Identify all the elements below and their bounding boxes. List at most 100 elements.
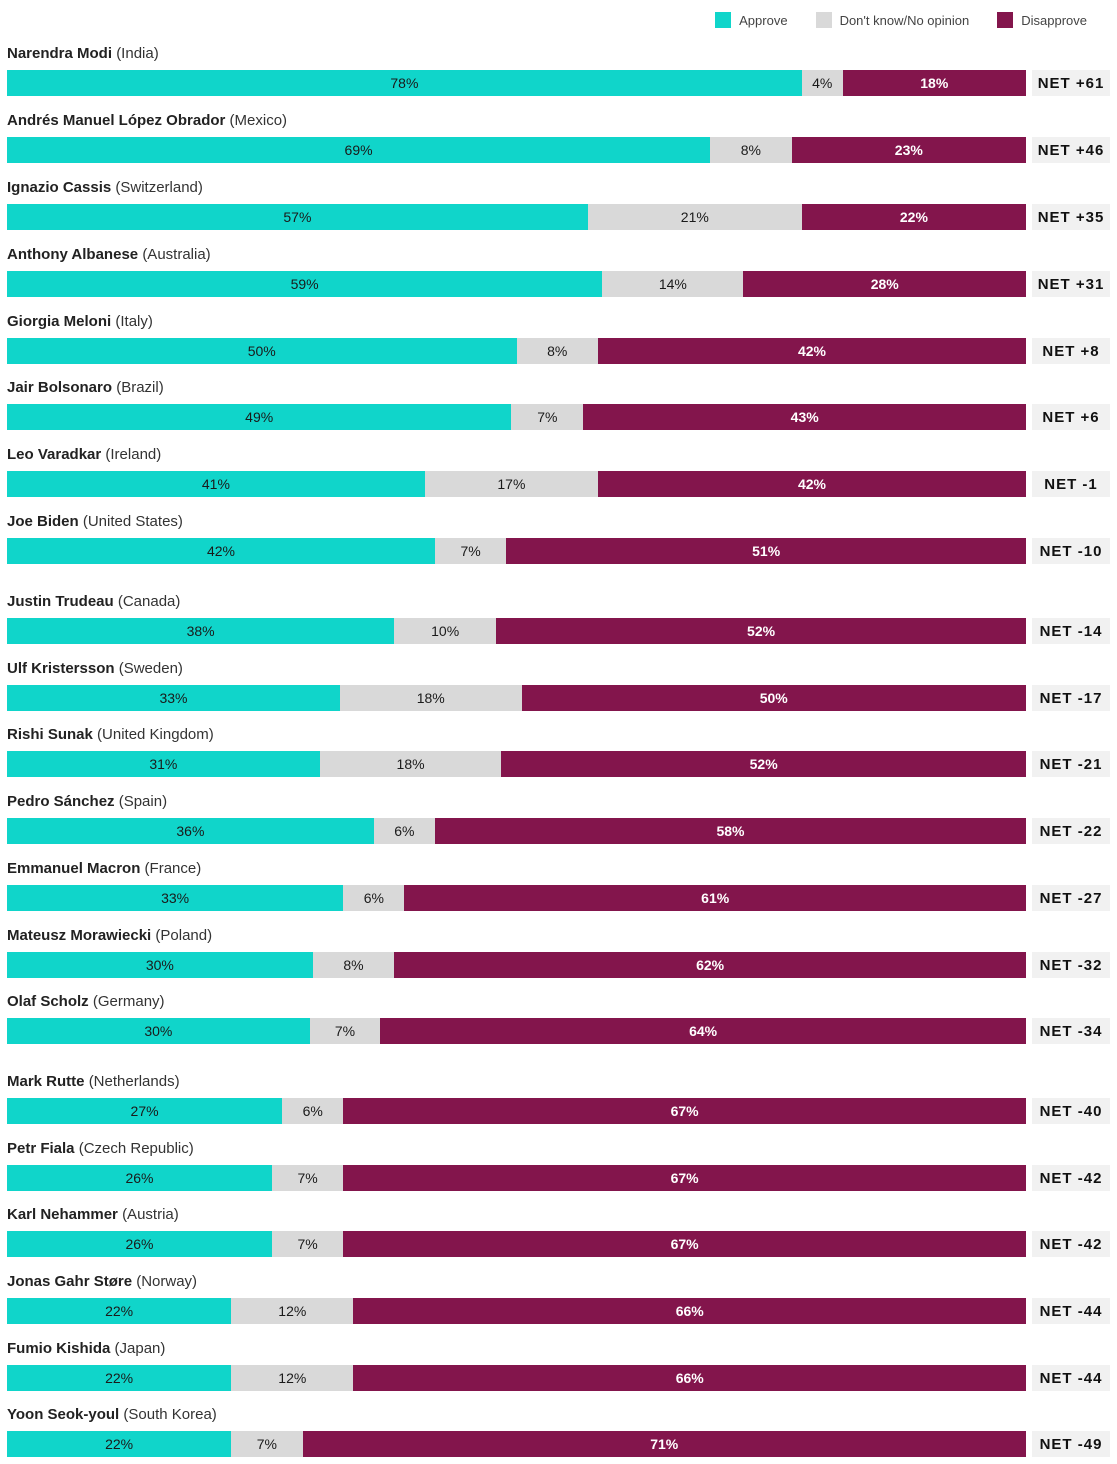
leader-name: Emmanuel Macron xyxy=(7,860,141,877)
bar-segment-dont-know: 21% xyxy=(587,204,802,230)
leader-name: Jair Bolsonaro xyxy=(7,379,113,396)
leader-name: Rishi Sunak xyxy=(7,726,93,743)
leader-country: (Japan) xyxy=(114,1340,166,1357)
row-label: Pedro Sánchez (Spain) xyxy=(7,793,167,810)
legend-swatch-approve xyxy=(715,12,732,28)
bar-segment-disapprove: 43% xyxy=(583,404,1026,430)
leader-country: (Czech Republic) xyxy=(78,1140,194,1157)
chart-row: Rishi Sunak (United Kingdom) 31% 18% 52% NET… xyxy=(0,726,1117,784)
bar-segment-dont-know: 7% xyxy=(309,1018,381,1044)
chart-row: Jair Bolsonaro (Brazil) 49% 7% 43% NET +6 xyxy=(0,379,1117,437)
data-label: 62% xyxy=(696,957,725,973)
net-score-badge: NET +8 xyxy=(1032,338,1110,364)
row-label: Fumio Kishida (Japan) xyxy=(7,1340,165,1357)
legend-swatch-dont-know xyxy=(815,12,832,28)
chart-row: Olaf Scholz (Germany) 30% 7% 64% NET -34 xyxy=(0,993,1117,1051)
bar-segment-disapprove: 67% xyxy=(343,1165,1026,1191)
data-label: 18% xyxy=(396,756,425,772)
data-label: 7% xyxy=(460,543,481,559)
bar-segment-approve: 78% xyxy=(7,70,802,96)
bar-segment-dont-know: 14% xyxy=(602,271,744,297)
data-label: 27% xyxy=(130,1103,159,1119)
chart-row: Andrés Manuel López Obrador (Mexico) 69% 8… xyxy=(0,112,1117,170)
bar-segment-disapprove: 52% xyxy=(501,751,1026,777)
leader-country: (Switzerland) xyxy=(115,179,203,196)
chart-row: Petr Fiala (Czech Republic) 26% 7% 67% NET -… xyxy=(0,1140,1117,1198)
data-label: 6% xyxy=(363,890,384,906)
legend-label-disapprove: Disapprove xyxy=(1021,12,1087,28)
bar-segment-dont-know: 8% xyxy=(312,952,395,978)
leader-name: Mateusz Morawiecki xyxy=(7,927,152,944)
stacked-bar: 33% 18% 50% xyxy=(7,685,1026,711)
bar-segment-dont-know: 17% xyxy=(424,471,598,497)
stacked-bar: 42% 7% 51% xyxy=(7,538,1026,564)
leader-name: Fumio Kishida xyxy=(7,1340,111,1357)
data-label: 6% xyxy=(394,823,415,839)
bar-segment-dont-know: 12% xyxy=(231,1298,354,1324)
data-label: 22% xyxy=(899,209,928,225)
leader-country: (Germany) xyxy=(92,993,165,1010)
chart-row: Emmanuel Macron (France) 33% 6% 61% NET -27 xyxy=(0,860,1117,918)
bar-segment-approve: 22% xyxy=(7,1431,232,1457)
chart-row: Jonas Gahr Støre (Norway) 22% 12% 66% NET -4… xyxy=(0,1273,1117,1331)
net-score-badge: NET -42 xyxy=(1032,1231,1110,1257)
bar-segment-dont-know: 7% xyxy=(511,404,584,430)
net-score-badge: NET -44 xyxy=(1032,1365,1110,1391)
leader-name: Justin Trudeau xyxy=(7,593,114,610)
bar-segment-dont-know: 4% xyxy=(801,70,843,96)
leader-country: (France) xyxy=(144,860,202,877)
chart-row: Anthony Albanese (Australia) 59% 14% 28% NET… xyxy=(0,246,1117,304)
bar-segment-dont-know: 6% xyxy=(282,1098,344,1124)
data-label: 71% xyxy=(650,1436,679,1452)
net-score-badge: NET -21 xyxy=(1032,751,1110,777)
data-label: 4% xyxy=(812,75,833,91)
data-label: 17% xyxy=(497,476,526,492)
data-label: 18% xyxy=(920,75,949,91)
data-label: 26% xyxy=(125,1236,154,1252)
data-label: 52% xyxy=(749,756,778,772)
data-label: 50% xyxy=(247,343,276,359)
net-score-badge: NET -44 xyxy=(1032,1298,1110,1324)
stacked-bar: 38% 10% 52% xyxy=(7,618,1026,644)
bar-segment-disapprove: 42% xyxy=(598,338,1026,364)
bar-segment-approve: 26% xyxy=(7,1165,272,1191)
data-label: 69% xyxy=(344,142,373,158)
bar-segment-dont-know: 8% xyxy=(710,137,792,163)
leader-name: Petr Fiala xyxy=(7,1140,75,1157)
data-label: 33% xyxy=(161,890,190,906)
data-label: 36% xyxy=(176,823,205,839)
chart-row: Pedro Sánchez (Spain) 36% 6% 58% NET -22 xyxy=(0,793,1117,851)
leader-country: (Mexico) xyxy=(229,112,288,129)
stacked-bar: 69% 8% 23% xyxy=(7,137,1026,163)
row-label: Rishi Sunak (United Kingdom) xyxy=(7,726,214,743)
data-label: 7% xyxy=(334,1023,356,1039)
leader-name: Anthony Albanese xyxy=(7,246,139,263)
stacked-bar: 41% 17% 42% xyxy=(7,471,1026,497)
data-label: 42% xyxy=(797,476,826,492)
chart-row: Giorgia Meloni (Italy) 50% 8% 42% NET +8 xyxy=(0,313,1117,371)
data-label: 10% xyxy=(431,623,460,639)
bar-segment-dont-know: 10% xyxy=(394,618,497,644)
leader-country: (Norway) xyxy=(136,1273,198,1290)
leader-name: Yoon Seok-youl xyxy=(7,1406,120,1423)
bar-segment-approve: 41% xyxy=(7,471,425,497)
row-label: Leo Varadkar (Ireland) xyxy=(7,446,161,463)
net-score-badge: NET -34 xyxy=(1032,1018,1110,1044)
bar-segment-disapprove: 67% xyxy=(343,1231,1026,1257)
row-label: Petr Fiala (Czech Republic) xyxy=(7,1140,194,1157)
data-label: 43% xyxy=(790,409,819,425)
stacked-bar: 27% 6% 67% xyxy=(7,1098,1026,1124)
legend-item-approve: Approve xyxy=(715,12,788,28)
bar-segment-approve: 31% xyxy=(7,751,320,777)
bar-segment-disapprove: 28% xyxy=(743,271,1026,297)
row-label: Yoon Seok-youl (South Korea) xyxy=(7,1406,217,1423)
chart-row: Ulf Kristersson (Sweden) 33% 18% 50% NET -17 xyxy=(0,660,1117,718)
chart-row: Yoon Seok-youl (South Korea) 22% 7% 71% NET … xyxy=(0,1406,1117,1464)
net-score-badge: NET -32 xyxy=(1032,952,1110,978)
row-label: Olaf Scholz (Germany) xyxy=(7,993,165,1010)
bar-segment-dont-know: 7% xyxy=(271,1165,344,1191)
bar-segment-approve: 22% xyxy=(7,1298,232,1324)
bar-segment-disapprove: 62% xyxy=(394,952,1026,978)
net-score-badge: NET -17 xyxy=(1032,685,1110,711)
